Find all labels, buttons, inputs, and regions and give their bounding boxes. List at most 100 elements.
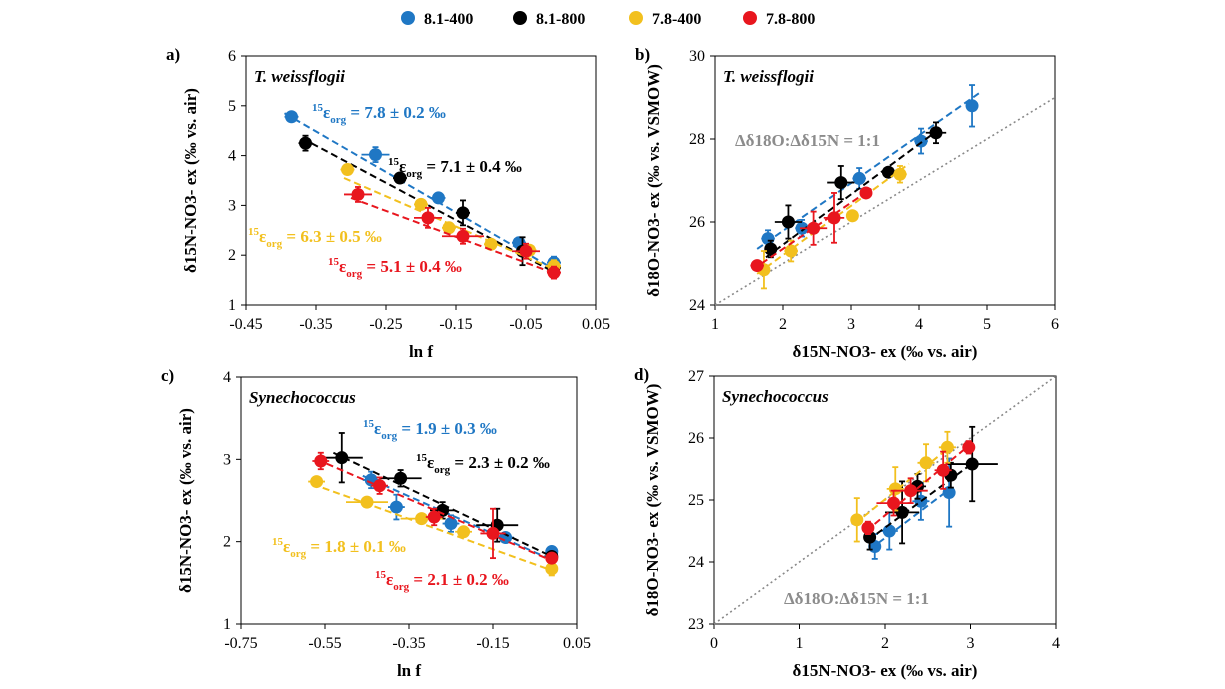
panel-a: -0.45 -0.35 -0.25 -0.15 -0.05 0.05 1 2 3 4 5 6 a) T. … xyxy=(166,45,610,361)
x-tick-label: 4 xyxy=(1052,635,1060,652)
data-point xyxy=(486,526,500,540)
y-tick-label: 3 xyxy=(228,197,236,214)
x-tick-label: 0.05 xyxy=(563,635,591,652)
y-tick-label: 23 xyxy=(688,616,704,633)
series-7.8-800 xyxy=(861,440,976,535)
data-point xyxy=(444,517,458,531)
x-axis-label: δ15N-NO3- ex (‰ vs. air) xyxy=(793,342,978,361)
data-point xyxy=(456,229,470,243)
epsilon-value: = 2.1 ± 0.2 ‰ xyxy=(409,570,509,589)
plot-frame xyxy=(714,55,1056,306)
x-tick-label: 6 xyxy=(1051,316,1059,333)
data-point xyxy=(341,163,354,177)
fit-line xyxy=(283,112,555,271)
x-tick-label: -0.25 xyxy=(369,316,402,333)
data-point xyxy=(859,186,873,200)
data-point xyxy=(310,475,324,489)
series-7.8-400 xyxy=(850,430,956,543)
data-point xyxy=(962,440,976,454)
y-axis-label: δ15N-NO3- ex (‰ vs. air) xyxy=(176,408,195,593)
data-point xyxy=(929,126,943,140)
data-point xyxy=(852,171,866,185)
data-point xyxy=(750,259,764,273)
panel-c: -0.75 -0.55 -0.35 -0.15 0.05 1 2 3 4 c) Synechococ… xyxy=(161,366,591,680)
x-tick-label: 1 xyxy=(796,635,804,652)
y-tick-label: 4 xyxy=(223,369,231,386)
data-point xyxy=(427,510,441,524)
fit-line xyxy=(869,486,953,551)
epsilon-symbol: ε xyxy=(374,419,381,438)
epsilon-superscript: 15 xyxy=(248,226,260,238)
fit-line xyxy=(301,137,555,274)
data-point xyxy=(415,512,429,526)
epsilon-value: = 5.1 ± 0.4 ‰ xyxy=(362,257,462,276)
x-tick-label: -0.15 xyxy=(439,316,472,333)
data-point xyxy=(432,191,445,205)
data-point xyxy=(940,440,954,454)
epsilon-value: = 6.3 ± 0.5 ‰ xyxy=(282,227,382,246)
fit-line xyxy=(854,444,953,525)
x-axis-label: δ15N-NO3- ex (‰ vs. air) xyxy=(793,661,978,680)
y-tick-label: 27 xyxy=(688,368,704,385)
data-point xyxy=(545,551,559,565)
y-axis-label: δ18O-NO3- ex (‰ vs. VSMOW) xyxy=(643,384,662,617)
y-tick-label: 4 xyxy=(228,148,236,165)
x-tick-label: 2 xyxy=(779,316,787,333)
fit-line xyxy=(362,474,553,561)
one-to-one-label: Δδ18O:Δδ15N = 1:1 xyxy=(735,131,880,150)
y-tick-label: 24 xyxy=(688,554,704,571)
fit-line xyxy=(316,458,553,562)
legend-label: 8.1-400 xyxy=(424,11,473,28)
series-8.1-400: 15εorg = 1.9 ± 0.3 ‰ xyxy=(362,418,559,561)
epsilon-superscript: 15 xyxy=(416,452,428,464)
panel-letter: c) xyxy=(161,366,174,385)
data-point xyxy=(861,521,875,535)
epsilon-symbol: ε xyxy=(427,453,434,472)
data-point xyxy=(764,242,778,256)
data-point xyxy=(895,505,909,519)
data-point xyxy=(351,187,365,201)
x-tick-label: 0 xyxy=(710,635,718,652)
one-to-one-label: Δδ18O:Δδ15N = 1:1 xyxy=(784,589,929,608)
data-point xyxy=(881,165,895,179)
data-point xyxy=(299,136,312,150)
x-tick-label: -0.45 xyxy=(229,316,262,333)
epsilon-subscript: org xyxy=(393,581,409,593)
x-tick-label: -0.15 xyxy=(476,635,509,652)
epsilon-symbol: ε xyxy=(323,103,330,122)
fit-line xyxy=(312,483,553,572)
legend-marker xyxy=(743,11,757,25)
data-point xyxy=(904,484,918,498)
data-point xyxy=(882,524,896,538)
epsilon-symbol: ε xyxy=(399,157,406,176)
panel-title: Synechococcus xyxy=(249,388,356,407)
data-point xyxy=(393,171,407,185)
one-to-one-line xyxy=(714,96,1056,306)
epsilon-annotation: 15εorg = 6.3 ± 0.5 ‰ xyxy=(248,226,382,250)
epsilon-annotation: 15εorg = 2.3 ± 0.2 ‰ xyxy=(416,452,550,476)
data-point xyxy=(936,463,950,477)
data-point xyxy=(335,451,349,465)
epsilon-symbol: ε xyxy=(283,537,290,556)
fit-line xyxy=(765,125,944,259)
data-point xyxy=(484,237,498,251)
epsilon-superscript: 15 xyxy=(272,536,284,548)
panel-letter: b) xyxy=(635,45,650,64)
data-point xyxy=(845,209,859,223)
panel-title: T. weissflogii xyxy=(254,67,345,86)
epsilon-superscript: 15 xyxy=(388,156,400,168)
x-tick-label: -0.35 xyxy=(392,635,425,652)
x-tick-label: 4 xyxy=(915,316,923,333)
x-tick-label: 0.05 xyxy=(582,316,610,333)
x-axis-label: ln f xyxy=(397,661,421,680)
y-tick-label: 3 xyxy=(223,451,231,468)
panel-b: 1 2 3 4 5 6 24 26 28 30 b) T. weissflogii δ15N-NO3- … xyxy=(635,45,1059,361)
data-point xyxy=(457,525,471,539)
epsilon-value: = 1.9 ± 0.3 ‰ xyxy=(397,419,497,438)
epsilon-subscript: org xyxy=(406,168,422,180)
panel-d: 0 1 2 3 42324252627d)Synechococcusδ15N-NO3- … xyxy=(634,365,1060,680)
epsilon-symbol: ε xyxy=(386,570,393,589)
x-tick-label: 3 xyxy=(847,316,855,333)
epsilon-value: = 7.8 ± 0.2 ‰ xyxy=(346,103,446,122)
y-tick-label: 2 xyxy=(228,247,236,264)
